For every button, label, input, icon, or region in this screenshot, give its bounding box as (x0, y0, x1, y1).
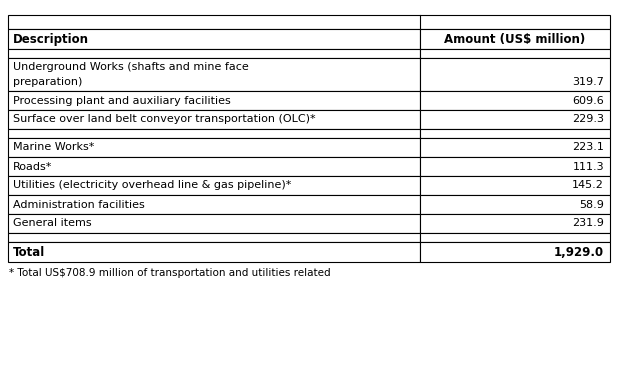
Text: preparation): preparation) (13, 77, 83, 87)
Bar (8, 157, 420, 176)
Bar (8, 138, 420, 157)
Bar (8, 110, 420, 129)
Text: Processing plant and auxiliary facilities: Processing plant and auxiliary facilitie… (13, 96, 231, 106)
Bar (8, 49, 420, 58)
Text: 1,929.0: 1,929.0 (554, 245, 604, 259)
Text: 111.3: 111.3 (572, 161, 604, 172)
Text: 231.9: 231.9 (572, 218, 604, 229)
Bar (8, 242, 420, 262)
Bar (8, 129, 420, 138)
Bar (8, 214, 420, 233)
Bar (8, 176, 420, 195)
Bar (420, 138, 610, 157)
Text: Roads*: Roads* (13, 161, 53, 172)
Bar (420, 129, 610, 138)
Bar (8, 195, 420, 214)
Bar (420, 195, 610, 214)
Text: 223.1: 223.1 (572, 142, 604, 152)
Text: Underground Works (shafts and mine face: Underground Works (shafts and mine face (13, 62, 249, 72)
Text: Administration facilities: Administration facilities (13, 200, 145, 209)
Bar (420, 242, 610, 262)
Text: Total: Total (13, 245, 45, 259)
Text: 145.2: 145.2 (572, 181, 604, 190)
Text: General items: General items (13, 218, 91, 229)
Bar (420, 233, 610, 242)
Bar (8, 91, 420, 110)
Bar (8, 58, 420, 91)
Bar (420, 110, 610, 129)
Bar (420, 157, 610, 176)
Text: Utilities (electricity overhead line & gas pipeline)*: Utilities (electricity overhead line & g… (13, 181, 291, 190)
Bar (420, 49, 610, 58)
Bar (420, 214, 610, 233)
Bar (8, 233, 420, 242)
Text: 229.3: 229.3 (572, 115, 604, 124)
Bar (420, 58, 610, 91)
Bar (8, 29, 420, 49)
Text: Description: Description (13, 32, 89, 46)
Text: Marine Works*: Marine Works* (13, 142, 95, 152)
Bar (8, 15, 610, 29)
Text: 319.7: 319.7 (572, 77, 604, 87)
Text: Amount (US$ million): Amount (US$ million) (444, 32, 586, 46)
Text: * Total US$708.9 million of transportation and utilities related: * Total US$708.9 million of transportati… (9, 268, 331, 278)
Bar (420, 29, 610, 49)
Text: 609.6: 609.6 (572, 96, 604, 106)
Text: 58.9: 58.9 (579, 200, 604, 209)
Bar (420, 91, 610, 110)
Text: Surface over land belt conveyor transportation (OLC)*: Surface over land belt conveyor transpor… (13, 115, 316, 124)
Bar (420, 176, 610, 195)
